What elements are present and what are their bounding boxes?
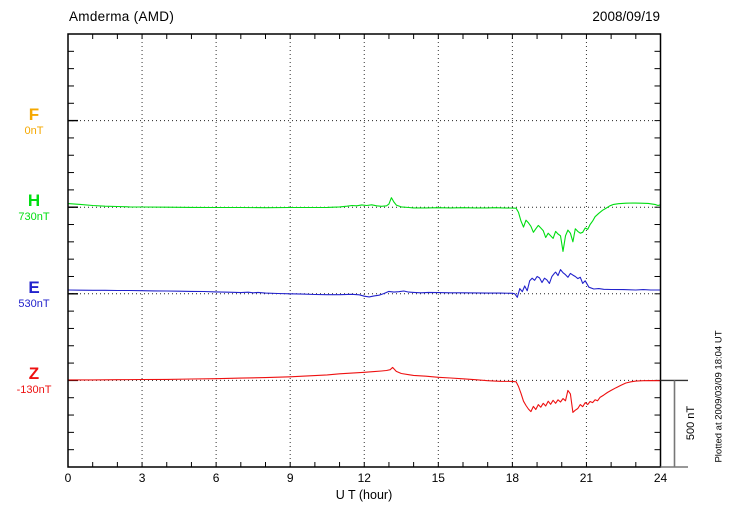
channel-name-e: E (28, 277, 40, 297)
channel-label-f: F 0nT (4, 106, 64, 137)
plotted-at-note: Plotted at 2009/03/09 18:04 UT (713, 330, 725, 463)
x-tick-label: 3 (138, 471, 146, 485)
channel-name-h: H (27, 191, 41, 211)
channel-name-z: Z (28, 364, 40, 384)
x-tick-label: 24 (653, 471, 668, 485)
x-axis-title: U T (hour) (335, 488, 393, 502)
channel-label-e: E 530nT (4, 279, 64, 310)
channel-baseline-h: 730nT (18, 211, 50, 224)
x-tick-label: 21 (579, 471, 594, 485)
x-tick-label: 12 (357, 471, 371, 485)
page-title: Amderma (AMD) (69, 9, 175, 24)
channel-baseline-e: 530nT (18, 297, 50, 310)
x-tick-label: 15 (431, 471, 445, 485)
scale-bar-label: 500 nT (685, 405, 697, 441)
date-label: 2008/09/19 (592, 9, 660, 24)
channel-label-h: H 730nT (4, 192, 64, 223)
channel-label-z: Z -130nT (4, 365, 64, 396)
x-tick-label: 0 (64, 471, 72, 485)
channel-name-f: F (28, 104, 40, 124)
channel-baseline-z: -130nT (16, 384, 52, 397)
x-tick-label: 18 (505, 471, 520, 485)
channel-baseline-f: 0nT (24, 124, 44, 137)
x-tick-label: 9 (286, 471, 294, 485)
x-tick-label: 6 (212, 471, 220, 485)
